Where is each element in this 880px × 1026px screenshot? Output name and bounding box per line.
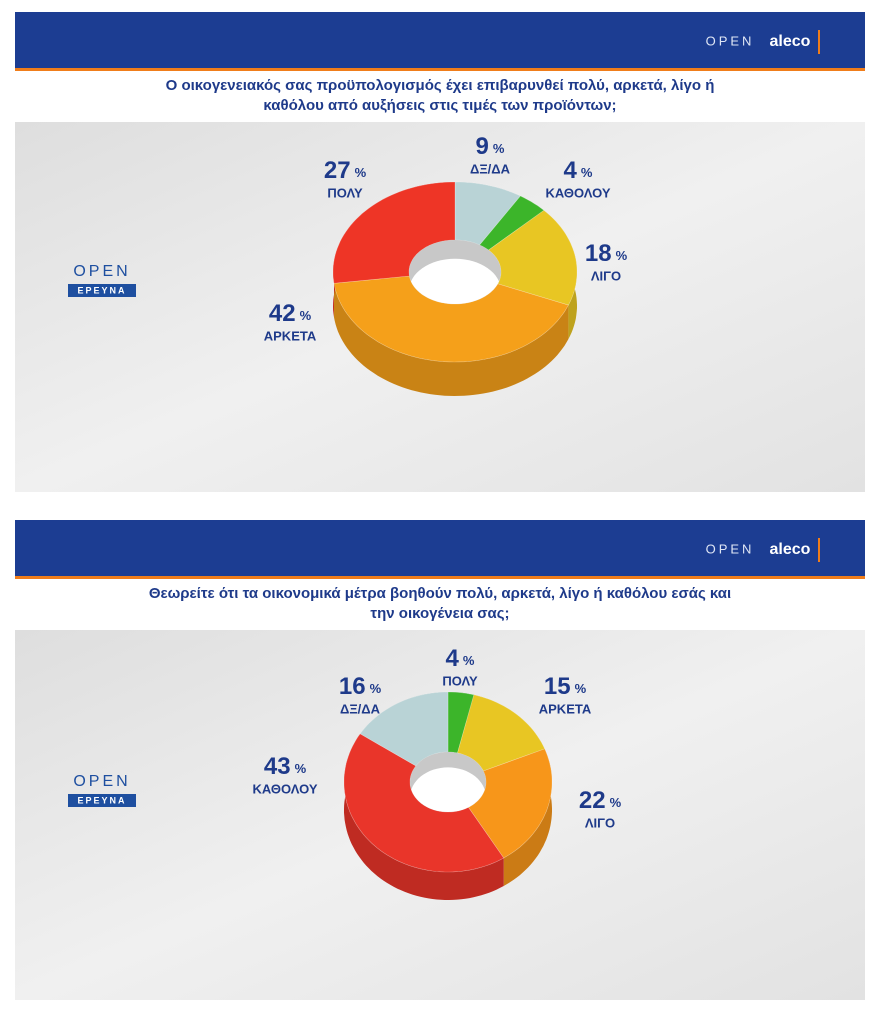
value-number: 42 (269, 300, 296, 327)
partner-bar (818, 538, 820, 562)
value-unit: % (463, 653, 475, 668)
category-label: ΑΡΚΕΤΑ (539, 701, 592, 716)
value-label: 16% (339, 673, 382, 700)
header-logo: OPEN (706, 541, 755, 556)
slice-side (334, 283, 569, 396)
value-label: 22% (579, 787, 622, 814)
value-number: 27 (324, 157, 351, 184)
category-label: ΔΞ/ΔΑ (470, 161, 511, 176)
value-number: 15 (544, 673, 571, 700)
chart-title: Ο οικογενειακός σας προϋπολογισμός έχει … (165, 77, 715, 114)
value-label: 43% (264, 753, 307, 780)
value-label: 15% (544, 673, 587, 700)
value-label: 4% (564, 157, 593, 184)
header-bar (15, 12, 865, 68)
category-label: ΛΙΓΟ (585, 815, 615, 830)
donut-hole (410, 767, 486, 812)
value-label: 4% (446, 645, 475, 672)
value-unit: % (493, 141, 505, 156)
slice-side (344, 733, 504, 900)
category-label: ΛΙΓΟ (591, 268, 621, 283)
chart-title: Θεωρείτε ότι τα οικονομικά μέτρα βοηθούν… (148, 585, 732, 622)
partner-bar (818, 30, 820, 54)
header-stripe (15, 576, 865, 579)
slice-side (503, 748, 552, 886)
value-unit: % (295, 761, 307, 776)
side-logo-box (68, 794, 136, 807)
donut-hole (409, 258, 501, 304)
value-number: 22 (579, 787, 606, 814)
value-unit: % (300, 308, 312, 323)
side-logo-box (68, 284, 136, 297)
value-number: 43 (264, 753, 291, 780)
value-label: 42% (269, 300, 312, 327)
category-label: ΚΑΘΟΛΟΥ (252, 781, 317, 796)
value-number: 16 (339, 673, 366, 700)
category-label: ΑΡΚΕΤΑ (264, 328, 317, 343)
value-unit: % (581, 165, 593, 180)
header-stripe (15, 68, 865, 71)
partner-logo: aleco (770, 541, 811, 558)
value-unit: % (370, 681, 382, 696)
value-number: 4 (564, 157, 578, 184)
value-number: 18 (585, 240, 612, 267)
partner-logo: aleco (770, 33, 811, 50)
side-logo: OPEN (73, 263, 130, 280)
category-label: ΠΟΛΥ (327, 185, 363, 200)
side-logo-tag: ΕΡΕΥΝΑ (77, 285, 126, 295)
value-label: 27% (324, 157, 367, 184)
category-label: ΠΟΛΥ (442, 673, 478, 688)
value-unit: % (610, 795, 622, 810)
side-logo-tag: ΕΡΕΥΝΑ (77, 795, 126, 805)
category-label: ΚΑΘΟΛΟΥ (545, 185, 610, 200)
value-number: 4 (446, 645, 460, 672)
side-logo: OPEN (73, 773, 130, 790)
header-logo: OPEN (706, 33, 755, 48)
value-unit: % (355, 165, 367, 180)
value-unit: % (575, 681, 587, 696)
value-label: 18% (585, 240, 628, 267)
value-label: 9% (476, 133, 505, 160)
value-number: 9 (476, 133, 489, 160)
category-label: ΔΞ/ΔΑ (340, 701, 381, 716)
header-bar (15, 520, 865, 576)
value-unit: % (616, 248, 628, 263)
